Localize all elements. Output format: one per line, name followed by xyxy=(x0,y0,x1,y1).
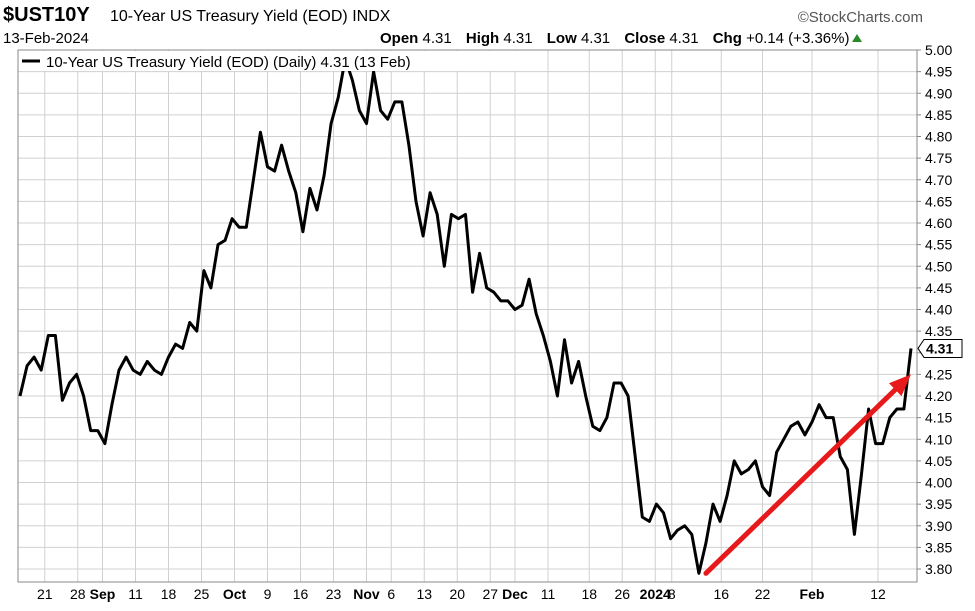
last-value-box xyxy=(917,338,963,358)
last-value-marker: 4.31 xyxy=(917,338,963,358)
x-tick-label: 12 xyxy=(870,586,886,602)
y-tick-label: 4.90 xyxy=(925,85,952,101)
y-tick-label: 4.35 xyxy=(925,323,952,339)
y-tick-label: 4.75 xyxy=(925,150,952,166)
low-value: 4.31 xyxy=(580,30,611,47)
y-tick-label: 4.15 xyxy=(925,410,952,426)
y-tick-label: 4.20 xyxy=(925,388,952,404)
x-tick-label: 22 xyxy=(755,586,771,602)
chg-label: Chg xyxy=(712,30,742,47)
x-axis: 21 28 Sep 11 18 25 Oct 9 16 23 Nov 6 13 20 27 Dec 11 18 26… xyxy=(37,586,886,602)
y-tick-label: 4.85 xyxy=(925,107,952,123)
y-tick-label: 4.70 xyxy=(925,172,952,188)
y-tick-label: 4.45 xyxy=(925,280,952,296)
y-axis: 5.00 4.95 4.90 4.85 4.80 4.75 4.70 4.65 4.60 4.55… xyxy=(917,42,952,577)
legend: 10-Year US Treasury Yield (EOD) (Daily) … xyxy=(19,51,533,71)
close-label: Close xyxy=(624,30,666,47)
low-label: Low xyxy=(546,30,577,47)
y-tick-label: 4.95 xyxy=(925,64,952,80)
trend-arrow-shaft xyxy=(703,387,898,576)
x-tick-label: 26 xyxy=(614,586,630,602)
high-value: 4.31 xyxy=(503,30,533,47)
instrument-name-text: 10-Year US Treasury Yield (EOD) xyxy=(110,8,348,25)
open-label: Open xyxy=(380,30,419,47)
chart-grid xyxy=(18,49,917,582)
last-value-label: 4.31 xyxy=(926,340,953,356)
x-tick-label: 13 xyxy=(416,586,432,602)
trend-arrow-head xyxy=(888,374,911,397)
x-tick-label: 18 xyxy=(161,586,177,602)
legend-background xyxy=(19,51,533,71)
x-tick-label: 11 xyxy=(128,586,143,602)
x-tick-label: 20 xyxy=(449,586,465,602)
x-tick-label: 8 xyxy=(668,586,676,602)
x-tick-label: Oct xyxy=(223,586,247,602)
price-line xyxy=(18,57,913,575)
y-tick-label: 4.60 xyxy=(925,215,952,231)
trend-arrow xyxy=(703,374,911,576)
x-tick-label: 9 xyxy=(264,586,272,602)
y-tick-label: 3.85 xyxy=(925,539,952,555)
x-tick-label: 18 xyxy=(581,586,597,602)
high-label: High xyxy=(465,30,500,47)
y-tick-label: 4.65 xyxy=(925,193,952,209)
plot-frame xyxy=(17,49,918,583)
x-tick-label: 11 xyxy=(541,586,556,602)
y-tick-label: 5.00 xyxy=(925,42,952,58)
x-tick-label: 21 xyxy=(37,586,53,602)
up-triangle-icon xyxy=(852,34,863,42)
x-tick-label: Nov xyxy=(353,586,380,602)
y-tick-label: 4.50 xyxy=(925,258,952,274)
x-tick-label: Dec xyxy=(502,586,528,602)
y-tick-label: 4.80 xyxy=(925,129,952,145)
x-tick-label: 28 xyxy=(70,586,86,602)
chart-header: $UST10Y 10-Year US Treasury Yield (EOD) … xyxy=(0,0,975,50)
close-value: 4.31 xyxy=(669,30,699,47)
y-tick-label: 4.10 xyxy=(925,431,952,447)
legend-label: 10-Year US Treasury Yield (EOD) (Daily) … xyxy=(46,54,411,71)
quote-date: 13-Feb-2024 xyxy=(3,30,89,47)
open-value: 4.31 xyxy=(422,30,452,47)
y-tick-label: 4.25 xyxy=(925,366,952,382)
x-tick-label: 6 xyxy=(387,586,395,602)
x-tick-label: 25 xyxy=(194,586,210,602)
y-tick-label: 4.05 xyxy=(925,453,952,469)
x-tick-label: 2024 xyxy=(640,586,671,602)
y-tick-label: 3.90 xyxy=(925,518,952,534)
instrument-name: 10-Year US Treasury Yield (EOD) INDX xyxy=(110,8,390,26)
x-tick-label: 27 xyxy=(482,586,498,602)
y-tick-label: 3.80 xyxy=(925,561,952,577)
chg-value: +0.14 (+3.36%) xyxy=(746,30,850,47)
exchange-label: INDX xyxy=(352,8,391,25)
y-tick-label: 4.00 xyxy=(925,475,952,491)
x-tick-label: 16 xyxy=(713,586,729,602)
brand-label: ©StockCharts.com xyxy=(797,9,923,26)
ohlc-readout: Open 4.31 High 4.31 Low 4.31 Close 4.31 … xyxy=(380,30,863,47)
x-tick-label: Feb xyxy=(800,586,825,602)
y-tick-label: 4.40 xyxy=(925,302,952,318)
symbol-title: $UST10Y xyxy=(3,4,90,26)
x-tick-label: Sep xyxy=(90,586,116,602)
x-tick-label: 23 xyxy=(326,586,342,602)
y-tick-label: 4.55 xyxy=(925,237,952,253)
x-tick-label: 16 xyxy=(293,586,309,602)
y-tick-label: 3.95 xyxy=(925,496,952,512)
